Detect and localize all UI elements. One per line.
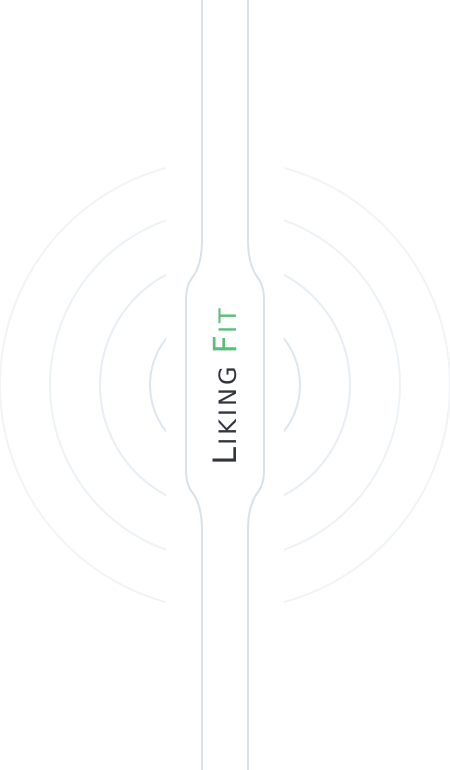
band-fill: [186, 0, 264, 770]
brand-liking: L IKING: [206, 363, 244, 465]
brand-liking-rest: IKING: [214, 363, 242, 445]
fitness-band-icon: [185, 0, 265, 770]
band-right-edge: [247, 0, 265, 770]
brand-logo: L IKING F IT: [206, 305, 244, 465]
brand-liking-initial: L: [206, 444, 244, 465]
brand-logo-container: L IKING F IT: [205, 255, 245, 515]
band-left-edge: [185, 0, 203, 770]
brand-fit: F IT: [206, 305, 244, 354]
brand-fit-rest: IT: [214, 305, 242, 334]
brand-fit-initial: F: [206, 333, 244, 354]
